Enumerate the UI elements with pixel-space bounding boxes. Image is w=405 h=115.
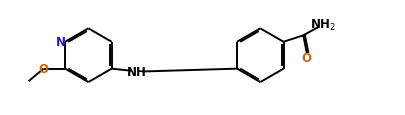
Text: O: O xyxy=(301,52,311,65)
Text: O: O xyxy=(38,63,49,75)
Text: NH: NH xyxy=(126,65,146,78)
Text: NH$_2$: NH$_2$ xyxy=(309,18,335,33)
Text: N: N xyxy=(56,36,66,49)
